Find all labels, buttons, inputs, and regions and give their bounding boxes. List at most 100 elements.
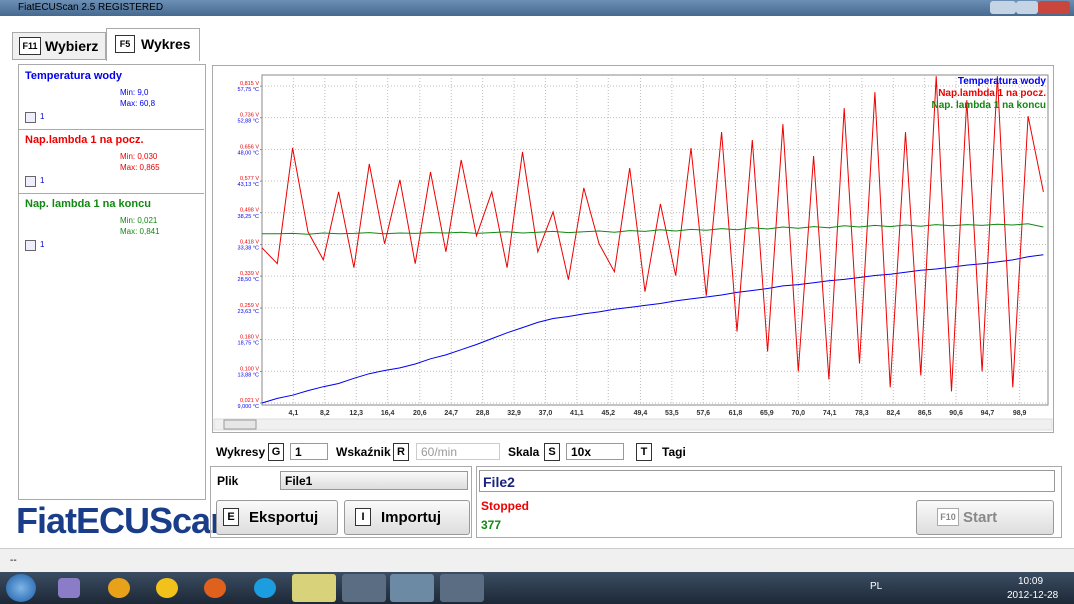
label: Tagi [662, 445, 686, 459]
x-tick-label: 8,2 [320, 410, 330, 417]
label: Plik [217, 474, 239, 488]
x-tick-label: 41,1 [570, 410, 584, 417]
state: Stopped [481, 499, 529, 513]
dropdown-value: 10x [571, 445, 592, 459]
channel-max: Max: 0,841 [120, 227, 160, 236]
taskbar-icon[interactable] [108, 578, 130, 598]
y2-tick-label: 0,259 V [240, 303, 259, 309]
dropdown[interactable]: 60/min [416, 443, 500, 460]
x-tick-label: 45,2 [601, 410, 615, 417]
x-tick-label: 37,0 [539, 410, 553, 417]
x-tick-label: 49,4 [634, 410, 648, 417]
y-tick-label: 43,13 °C [238, 182, 259, 188]
taskbar-icon[interactable] [58, 578, 80, 598]
y2-tick-label: 0,180 V [240, 335, 259, 341]
x-tick-label: 78,3 [855, 410, 869, 417]
status-bar: -- [0, 548, 1074, 572]
status-text: -- [10, 555, 17, 566]
dropdown[interactable]: 1 [290, 443, 328, 460]
tab-wybierz[interactable]: F11 Wybierz [12, 32, 106, 60]
x-tick-label: 28,8 [476, 410, 490, 417]
file-name-text: File2 [483, 474, 515, 490]
logo: FiatECUScan [16, 500, 232, 541]
taskbar-icon[interactable] [254, 578, 276, 598]
close-button[interactable] [1038, 1, 1070, 14]
y2-tick-label: 0,656 V [240, 145, 259, 151]
language[interactable]: PL [870, 581, 883, 592]
channel-name: Temperatura wody [25, 70, 122, 82]
status-panel [476, 466, 1062, 538]
x-tick-label: 70,0 [791, 410, 805, 417]
channel-min: Min: 9,0 [120, 88, 149, 97]
x-tick-label: 74,1 [823, 410, 837, 417]
series-line [262, 223, 1044, 235]
taskbar-icon[interactable] [204, 578, 226, 598]
y-tick-label: 18,75 °C [238, 341, 259, 347]
label: Wskaźnik [336, 445, 391, 459]
tab-key: F5 [115, 35, 135, 53]
hotkey[interactable]: S [544, 443, 560, 461]
minimize-button[interactable] [990, 1, 1016, 14]
start-orb[interactable] [6, 574, 36, 602]
taskbar-icon[interactable] [292, 574, 336, 602]
y-tick-label: 52,88 °C [238, 119, 259, 125]
y-tick-label: 33,38 °C [238, 245, 259, 251]
start-button[interactable]: F10 Start [916, 500, 1054, 535]
x-tick-label: 53,5 [665, 410, 679, 417]
x-tick-label: 24,7 [444, 410, 458, 417]
checkbox[interactable] [25, 112, 36, 123]
separator [19, 193, 204, 194]
channel-max: Max: 0,865 [120, 163, 160, 172]
hotkey[interactable]: T [636, 443, 652, 461]
import-button[interactable]: I Importuj [344, 500, 470, 535]
taskbar-icon[interactable] [156, 578, 178, 598]
hotkey[interactable]: R [393, 443, 409, 461]
taskbar-icon[interactable] [342, 574, 386, 602]
maximize-button[interactable] [1016, 1, 1038, 14]
y2-tick-label: 0,339 V [240, 271, 259, 277]
x-tick-label: 90,6 [949, 410, 963, 417]
dropdown[interactable]: 10x [566, 443, 624, 460]
title-bar: FiatECUScan 2.5 REGISTERED [0, 0, 1074, 16]
button-label: Importuj [381, 509, 441, 526]
checkbox[interactable] [25, 240, 36, 251]
tab-label: Wykres [141, 36, 191, 52]
channel-max: Max: 60,8 [120, 99, 156, 108]
legend-entry: Nap. lambda 1 na koncu [932, 100, 1046, 111]
x-tick-label: 20,6 [413, 410, 427, 417]
x-tick-label: 32,9 [507, 410, 521, 417]
y2-tick-label: 0,021 V [240, 398, 259, 404]
legend-entry: Temperatura wody [958, 76, 1047, 87]
y-tick-label: 28,50 °C [238, 277, 259, 283]
checkbox[interactable] [25, 176, 36, 187]
file-panel [210, 466, 472, 538]
y-tick-label: 57,75 °C [238, 87, 259, 93]
x-tick-label: 12,3 [349, 410, 363, 417]
file-dropdown[interactable]: File1 [280, 471, 468, 490]
taskbar-icon[interactable] [390, 574, 434, 602]
y2-tick-label: 0,736 V [240, 113, 259, 119]
y2-tick-label: 0,577 V [240, 176, 259, 182]
channel-min: Min: 0,021 [120, 216, 158, 225]
x-tick-label: 86,5 [918, 410, 932, 417]
export-button[interactable]: E Eksportuj [216, 500, 338, 535]
channel-min: Min: 0,030 [120, 152, 158, 161]
y2-tick-label: 0,815 V [240, 81, 259, 87]
dropdown-value: 60/min [421, 445, 458, 459]
hotkey: I [355, 508, 371, 526]
series-line [261, 76, 1044, 392]
hotkey[interactable]: G [268, 443, 284, 461]
tab-wykres[interactable]: F5 Wykres [106, 28, 200, 61]
y2-tick-label: 0,418 V [240, 240, 259, 246]
taskbar-icon[interactable] [440, 574, 484, 602]
x-tick-label: 94,7 [981, 410, 995, 417]
tab-label: Wybierz [45, 38, 99, 54]
tab-key: F11 [19, 37, 41, 55]
checkbox-label: 1 [40, 112, 45, 121]
checkbox-label: 1 [40, 240, 45, 249]
taskbar: PL 10:09 2012-12-28 [0, 572, 1074, 604]
plot-area [261, 74, 1049, 406]
hotkey: F10 [937, 508, 959, 526]
y-tick-label: 13,88 °C [238, 372, 259, 378]
